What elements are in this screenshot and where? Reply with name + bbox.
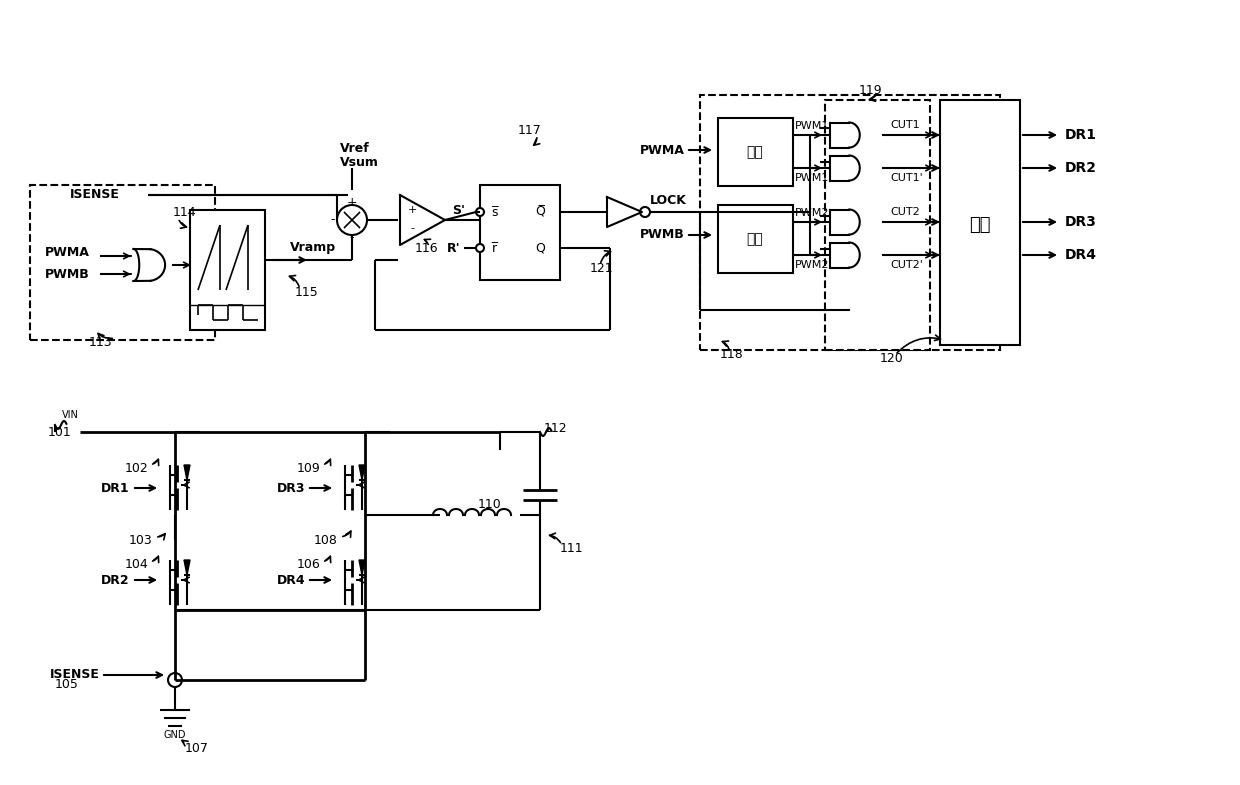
Circle shape	[476, 244, 484, 252]
Text: DR3: DR3	[1065, 215, 1097, 229]
Text: +: +	[407, 205, 417, 215]
Text: PWMB: PWMB	[640, 228, 684, 242]
Text: S': S'	[453, 203, 465, 217]
Bar	[718, 205, 794, 273]
Text: 115: 115	[295, 286, 319, 298]
Text: ISENSE: ISENSE	[50, 669, 100, 681]
Polygon shape	[184, 465, 190, 480]
Text: PWMB: PWMB	[45, 268, 89, 282]
Text: PWM1': PWM1'	[795, 173, 832, 183]
Circle shape	[337, 205, 367, 235]
Text: GND: GND	[164, 730, 186, 740]
Text: 驱动: 驱动	[970, 216, 991, 234]
Text: Vramp: Vramp	[290, 242, 336, 254]
Text: -: -	[350, 232, 355, 244]
Bar	[718, 118, 794, 186]
Text: PWM1: PWM1	[795, 121, 830, 131]
Text: r̅: r̅	[492, 242, 497, 254]
Text: DR4: DR4	[277, 574, 305, 586]
Bar	[190, 210, 265, 330]
Text: 121: 121	[590, 261, 614, 275]
Text: CUT2: CUT2	[890, 207, 920, 217]
Text: LOCK: LOCK	[650, 193, 687, 206]
Text: 116: 116	[415, 242, 439, 254]
Polygon shape	[184, 560, 190, 575]
Circle shape	[167, 673, 182, 687]
Text: -: -	[410, 223, 414, 233]
Bar	[825, 100, 930, 350]
Text: 108: 108	[314, 534, 339, 546]
Text: Q: Q	[536, 242, 544, 254]
Text: CUT1: CUT1	[890, 120, 920, 130]
Text: 111: 111	[560, 542, 584, 554]
Bar	[701, 95, 999, 350]
Text: VIN: VIN	[62, 410, 78, 420]
Text: s̅: s̅	[492, 206, 498, 218]
Text: CUT1': CUT1'	[890, 173, 923, 183]
Text: DR4: DR4	[1065, 248, 1097, 262]
Text: R': R'	[446, 242, 460, 254]
Text: 死区: 死区	[746, 232, 764, 246]
Text: 死区: 死区	[746, 145, 764, 159]
Text: CUT2': CUT2'	[890, 260, 923, 270]
Text: PWM2': PWM2'	[795, 260, 832, 270]
Text: DR2: DR2	[102, 574, 130, 586]
Text: DR2: DR2	[1065, 161, 1097, 175]
Polygon shape	[360, 465, 365, 480]
Polygon shape	[608, 197, 642, 227]
Polygon shape	[401, 195, 445, 245]
Bar	[30, 185, 215, 340]
Text: -: -	[331, 214, 335, 227]
Text: 109: 109	[296, 462, 320, 474]
Text: 119: 119	[858, 83, 882, 97]
Circle shape	[640, 207, 650, 217]
Text: 105: 105	[55, 678, 79, 692]
Text: 114: 114	[174, 206, 197, 218]
Text: 102: 102	[124, 462, 148, 474]
Text: DR1: DR1	[102, 481, 130, 495]
Text: 117: 117	[518, 123, 542, 137]
Text: 104: 104	[124, 558, 148, 571]
Text: PWM2: PWM2	[795, 208, 830, 218]
Text: 120: 120	[880, 352, 904, 364]
Text: DR1: DR1	[1065, 128, 1097, 142]
Bar	[940, 100, 1021, 345]
Text: 110: 110	[479, 498, 502, 512]
Text: PWMA: PWMA	[45, 246, 89, 258]
Text: PWMA: PWMA	[640, 144, 684, 156]
Text: 112: 112	[543, 422, 567, 435]
Text: Vsum: Vsum	[340, 156, 379, 170]
Text: Q̅: Q̅	[536, 206, 544, 218]
Bar	[480, 185, 560, 280]
Text: ISENSE: ISENSE	[69, 188, 120, 202]
Polygon shape	[360, 560, 365, 575]
Text: 118: 118	[720, 349, 744, 362]
Text: DR3: DR3	[277, 481, 305, 495]
Text: +: +	[347, 195, 357, 209]
Text: 106: 106	[296, 558, 320, 571]
Text: 113: 113	[88, 335, 112, 349]
Circle shape	[476, 208, 484, 216]
Text: 101: 101	[48, 425, 72, 439]
Text: Vref: Vref	[340, 141, 370, 155]
Text: 107: 107	[185, 742, 208, 754]
Text: 103: 103	[128, 534, 153, 546]
